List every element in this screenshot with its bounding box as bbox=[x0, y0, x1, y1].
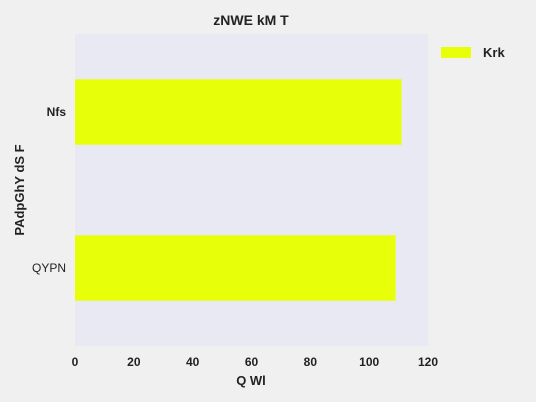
legend: Krk bbox=[441, 45, 505, 60]
x-tick-label: 120 bbox=[418, 355, 438, 369]
chart-title: zNWE kM T bbox=[213, 12, 289, 28]
x-tick-label: 100 bbox=[359, 355, 379, 369]
y-axis-label: PAdpGhY dS F bbox=[12, 144, 27, 235]
y-tick-label: QYPN bbox=[32, 261, 66, 275]
x-tick-label: 20 bbox=[127, 355, 141, 369]
legend-label: Krk bbox=[483, 45, 505, 60]
legend-swatch bbox=[441, 47, 471, 58]
bar-qypn bbox=[75, 235, 396, 301]
bar-nfs bbox=[75, 79, 402, 145]
x-tick-label: 0 bbox=[72, 355, 79, 369]
x-tick-label: 60 bbox=[245, 355, 259, 369]
x-tick-label: 40 bbox=[186, 355, 200, 369]
x-axis-ticks: 0 20 40 60 80 100 120 bbox=[72, 355, 439, 369]
x-tick-label: 80 bbox=[304, 355, 318, 369]
y-tick-label: Nfs bbox=[47, 105, 67, 119]
x-axis-label: Q Wl bbox=[236, 373, 266, 388]
y-axis-ticks: QYPN Nfs bbox=[32, 105, 66, 275]
